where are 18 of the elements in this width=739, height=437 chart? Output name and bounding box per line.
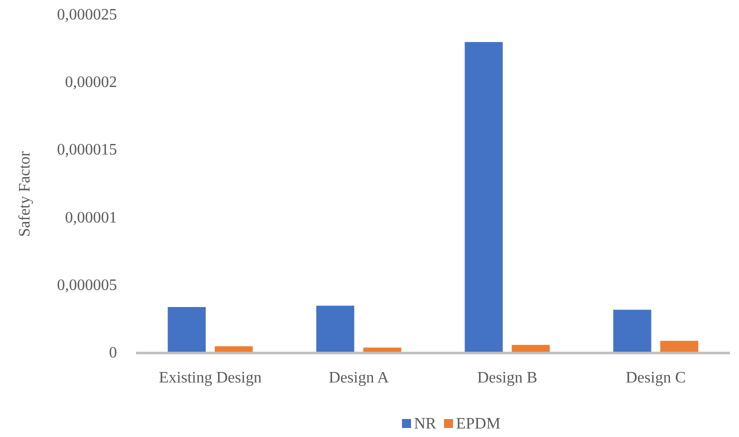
bar xyxy=(660,340,698,353)
y-tick-label: 0,000005 xyxy=(57,276,117,294)
y-tick-label: 0,00002 xyxy=(65,74,117,92)
bar xyxy=(464,42,503,353)
x-tick-label: Existing Design xyxy=(158,370,262,386)
y-axis-title: Safety Factor xyxy=(16,150,34,237)
bar xyxy=(168,307,206,353)
x-tick-label: Design C xyxy=(626,370,686,386)
x-tick-label: Design B xyxy=(477,370,538,386)
bar xyxy=(316,306,354,353)
y-tick-label: 0,000025 xyxy=(57,6,117,24)
bar xyxy=(613,310,652,353)
legend-label: NR xyxy=(414,416,437,432)
x-tick-label: Design A xyxy=(328,370,390,386)
y-tick-label: 0,000015 xyxy=(57,142,117,159)
y-tick-label: 0,00001 xyxy=(65,209,117,226)
y-tick-label: 0 xyxy=(109,344,117,362)
legend-label: EPDM xyxy=(456,416,500,432)
